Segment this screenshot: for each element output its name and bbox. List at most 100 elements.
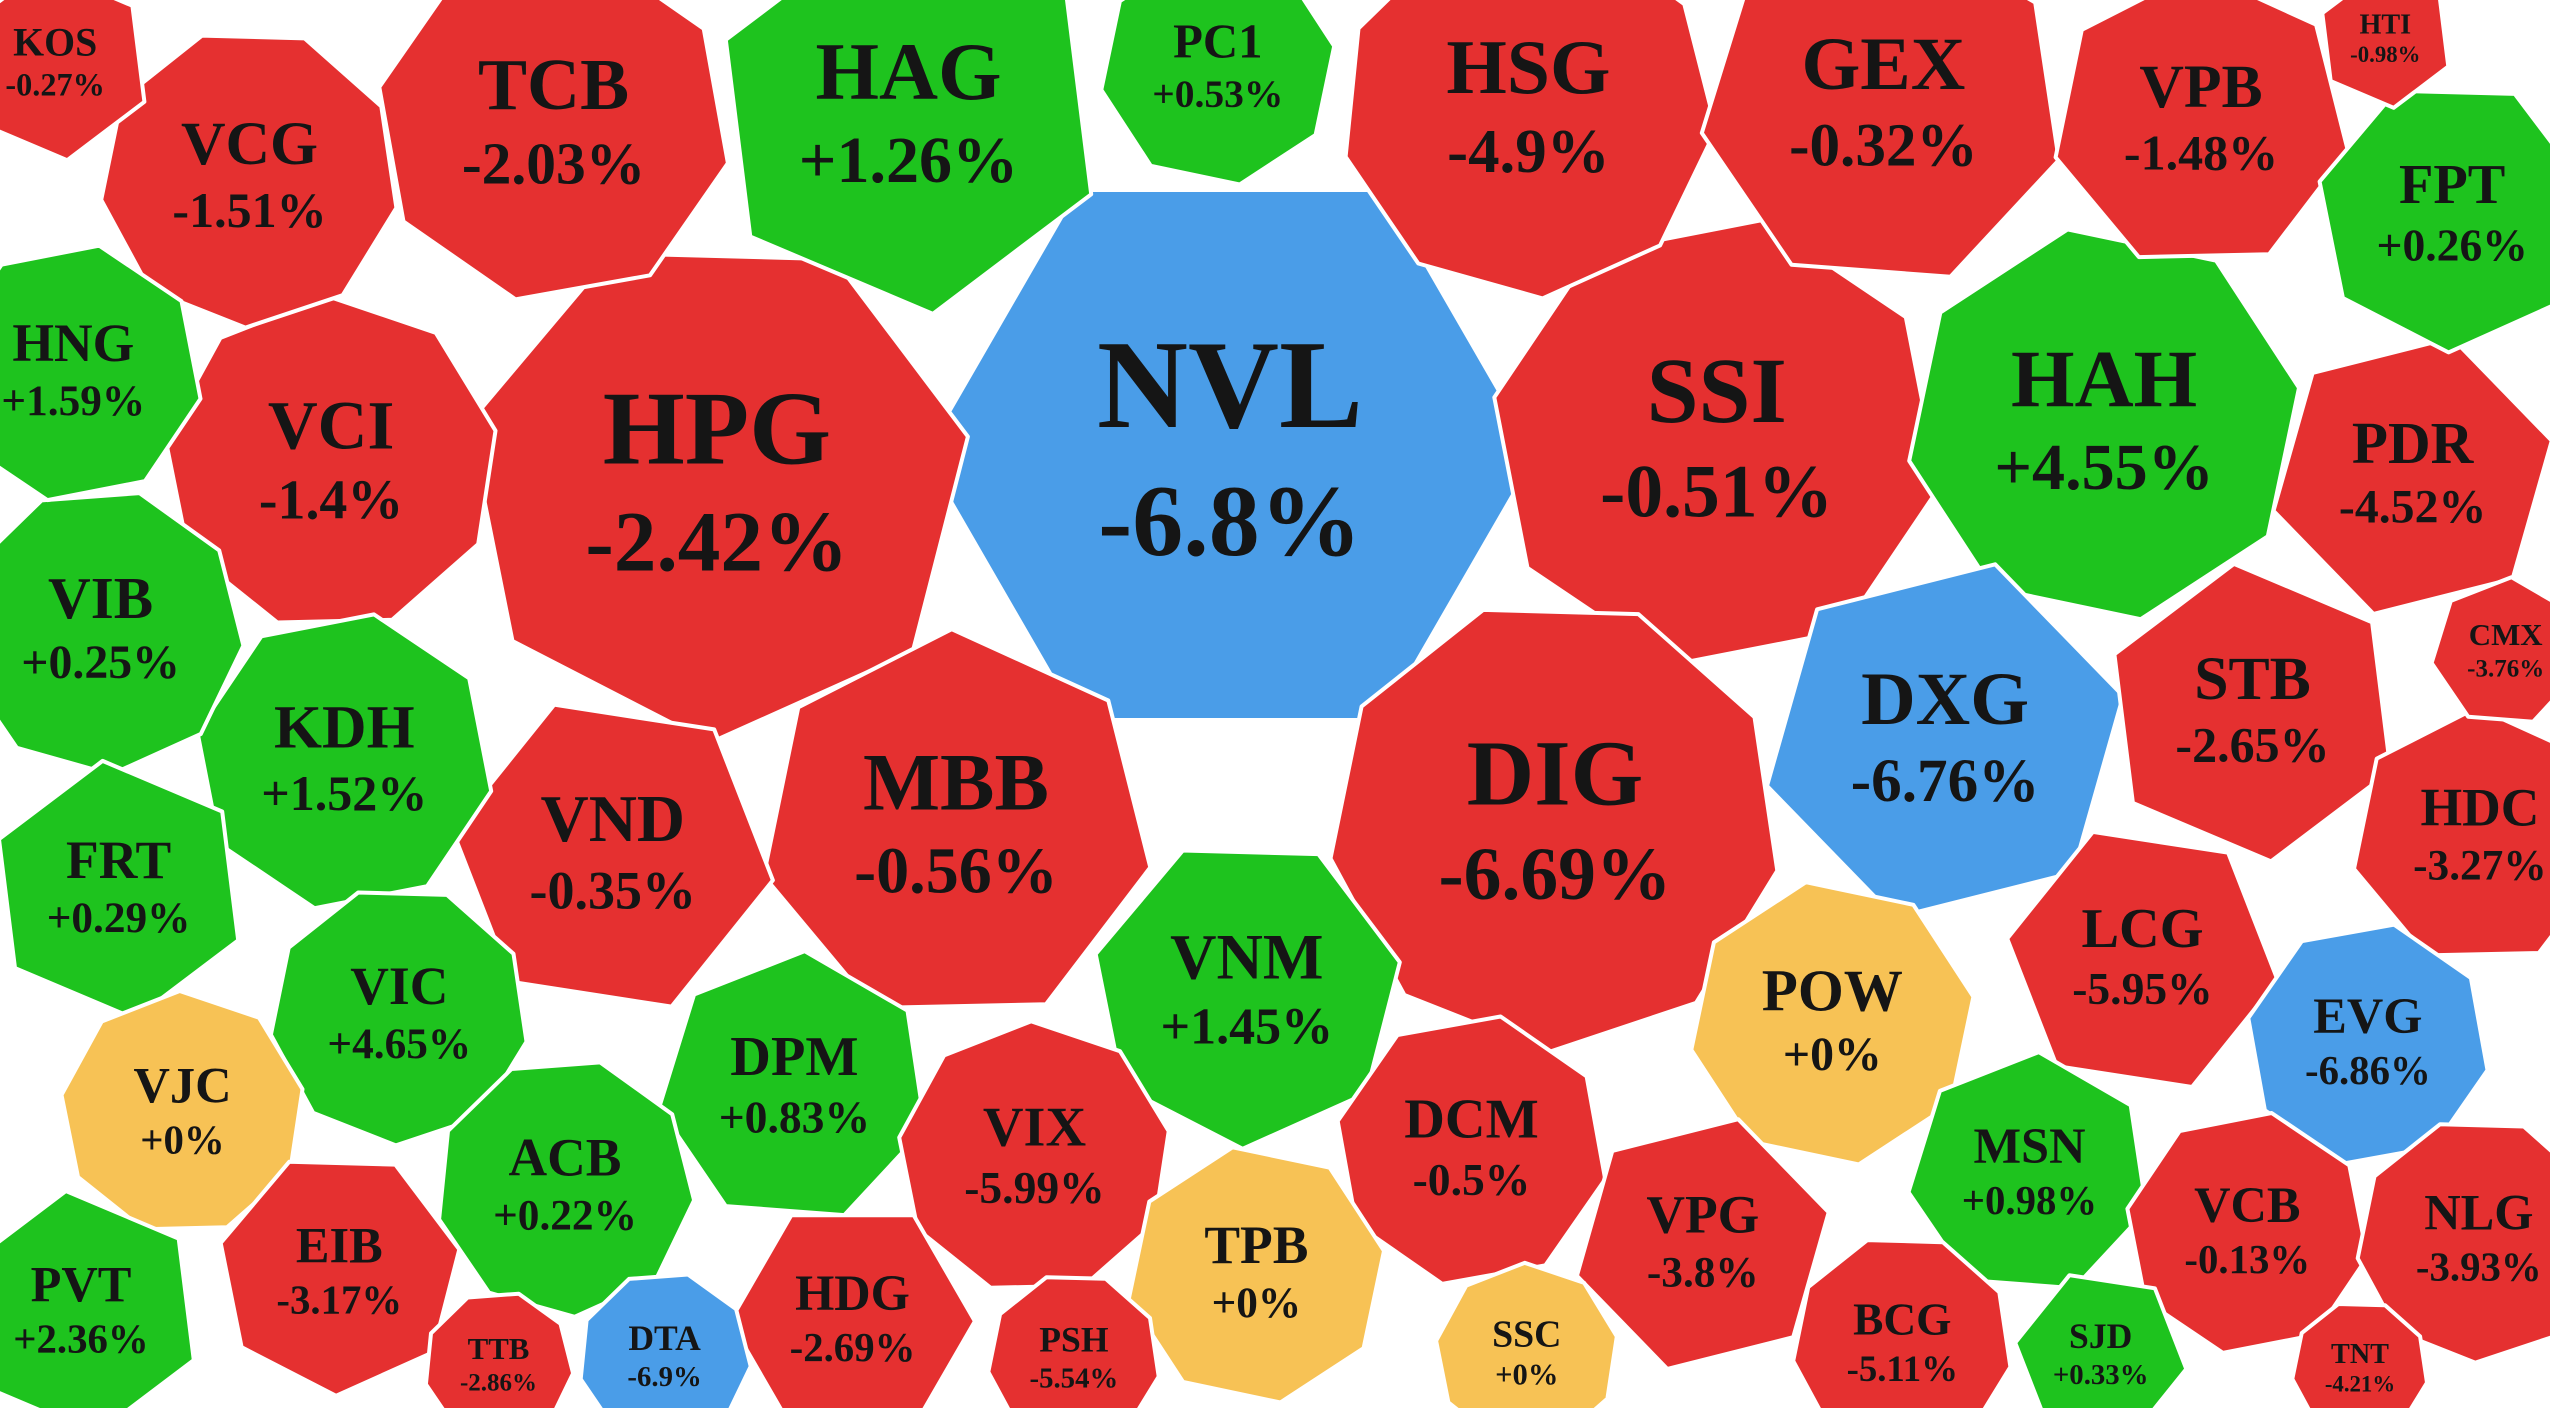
tile-ticker: HAG	[815, 26, 1001, 117]
tile-ssi[interactable]: SSI-0.51%	[1492, 218, 1942, 667]
tile-ticker: HNG	[12, 313, 134, 373]
tile-ticker: PDR	[2352, 410, 2475, 476]
tile-ticker: HDC	[2420, 777, 2539, 837]
tile-kdh[interactable]: KDH+1.52%	[195, 612, 494, 911]
tile-change: -3.8%	[1647, 1248, 1759, 1296]
tile-acb[interactable]: ACB+0.22%	[437, 1060, 697, 1319]
tile-shape	[1343, 0, 1719, 301]
tile-change: +1.59%	[1, 377, 145, 425]
tile-vcg[interactable]: VCG-1.51%	[99, 33, 399, 330]
tile-vnd[interactable]: VND-0.35%	[450, 702, 775, 1009]
tile-shape	[0, 0, 147, 163]
tile-vix[interactable]: VIX-5.99%	[897, 1019, 1171, 1290]
tile-change: -1.51%	[172, 182, 326, 238]
tile-sjd[interactable]: SJD+0.33%	[2013, 1273, 2189, 1408]
tile-tnt[interactable]: TNT-4.21%	[2290, 1302, 2429, 1408]
tile-change: -6.76%	[1851, 747, 2040, 815]
tile-shape	[1689, 880, 1976, 1167]
tile-shape	[1093, 848, 1402, 1151]
tile-vjc[interactable]: VJC+0%	[59, 989, 305, 1232]
tile-vpb[interactable]: VPB-1.48%	[2053, 0, 2350, 260]
tile-fpt[interactable]: FPT+0.26%	[2317, 88, 2550, 355]
tile-vic[interactable]: VIC+4.65%	[268, 890, 529, 1148]
tile-shape	[723, 0, 1094, 316]
tile-pvt[interactable]: PVT+2.36%	[0, 1189, 196, 1408]
tile-pdr[interactable]: PDR-4.52%	[2271, 335, 2550, 616]
tile-shape	[99, 33, 399, 330]
tile-vnm[interactable]: VNM +1.45%	[1093, 848, 1402, 1151]
tile-vib[interactable]: VIB+0.25%	[0, 491, 246, 777]
tile-bcg[interactable]: BCG-5.11%	[1791, 1238, 2013, 1408]
tile-hag[interactable]: HAG+1.26%	[723, 0, 1094, 316]
tile-ticker: HDG	[795, 1265, 910, 1321]
tile-change: +0%	[1495, 1358, 1558, 1392]
tile-eib[interactable]: EIB-3.17%	[218, 1159, 462, 1398]
tile-change: -4.52%	[2339, 481, 2486, 534]
tile-change: -2.86%	[460, 1369, 537, 1396]
tile-change: -2.65%	[2175, 717, 2329, 773]
tile-shape	[0, 243, 203, 503]
tile-change: -3.93%	[2416, 1244, 2542, 1289]
tile-vcb[interactable]: VCB-0.13%	[2125, 1111, 2370, 1355]
tile-hsg[interactable]: HSG-4.9%	[1343, 0, 1719, 301]
tile-change: -1.48%	[2124, 125, 2278, 181]
tile-ticker: NVL	[1097, 316, 1363, 455]
tile-dcm[interactable]: DCM-0.5%	[1335, 1014, 1608, 1286]
tile-ticker: EIB	[296, 1217, 383, 1273]
tile-change: -4.9%	[1447, 116, 1609, 186]
tile-dta[interactable]: DTA-6.9%	[578, 1272, 753, 1408]
tile-hdc[interactable]: HDC -3.27%	[2352, 705, 2550, 958]
tile-shape	[377, 0, 730, 302]
tile-change: +0%	[1212, 1279, 1302, 1327]
tile-mbb[interactable]: MBB-0.56%	[761, 627, 1153, 1010]
tile-change: -5.99%	[964, 1162, 1105, 1213]
tile-evg[interactable]: EVG-6.86%	[2246, 922, 2490, 1166]
tile-cmx[interactable]: CMX -3.76%	[2429, 575, 2550, 724]
tile-ticker: VND	[541, 783, 685, 856]
tile-change: -3.17%	[276, 1277, 402, 1322]
tile-dpm[interactable]: DPM+0.83%	[657, 949, 928, 1218]
tile-shape	[1574, 1117, 1831, 1371]
tile-tcb[interactable]: TCB-2.03%	[377, 0, 730, 302]
tile-shape	[1492, 218, 1942, 667]
tile-change: +2.36%	[13, 1316, 148, 1361]
tile-frt[interactable]: FRT+0.29%	[0, 758, 241, 1021]
tile-vpg[interactable]: VPG-3.8%	[1574, 1117, 1831, 1371]
tile-ticker: PSH	[1039, 1319, 1109, 1359]
tile-ticker: POW	[1762, 957, 1903, 1023]
tile-nlg[interactable]: NLG-3.93%	[2355, 1122, 2550, 1365]
tile-ticker: VCB	[2194, 1177, 2300, 1233]
tile-pc1[interactable]: PC1+0.53%	[1099, 0, 1337, 187]
tile-hti[interactable]: HTI-0.98%	[2320, 0, 2451, 110]
tile-vci[interactable]: VCI-1.4%	[163, 294, 498, 625]
tile-msn[interactable]: MSN+0.98%	[1906, 1050, 2149, 1291]
tile-change: -6.69%	[1438, 833, 1671, 916]
tile-psh[interactable]: PSH -5.54%	[986, 1275, 1161, 1408]
tile-ticker: KOS	[13, 20, 97, 64]
tile-change: -5.54%	[1030, 1363, 1119, 1395]
tile-pow[interactable]: POW+0%	[1689, 880, 1976, 1167]
tile-gex[interactable]: GEX-0.32%	[1699, 0, 2061, 279]
tile-shape	[1126, 1145, 1386, 1405]
tile-ticker: EVG	[2313, 988, 2422, 1044]
tile-change: -0.27%	[5, 67, 105, 103]
tile-kos[interactable]: KOS-0.27%	[0, 0, 147, 163]
tile-shape	[1099, 0, 1337, 187]
tile-stb[interactable]: STB-2.65%	[2112, 561, 2393, 864]
tile-hah[interactable]: HAH+4.55%	[1907, 227, 2301, 622]
tile-shape	[1906, 1050, 2149, 1291]
tile-ticker: HTI	[2359, 10, 2411, 41]
tile-ssc[interactable]: SSC+0%	[1434, 1260, 1619, 1408]
tile-change: -6.8%	[1098, 465, 1361, 578]
tile-tpb[interactable]: TPB+0%	[1126, 1145, 1386, 1405]
tile-change: +1.45%	[1160, 999, 1333, 1056]
tile-hng[interactable]: HNG+1.59%	[0, 243, 203, 503]
tile-ticker: NLG	[2424, 1184, 2533, 1240]
tile-change: -2.03%	[462, 130, 645, 196]
tile-ttb[interactable]: TTB -2.86%	[423, 1291, 576, 1408]
tile-dxg[interactable]: DXG-6.76%	[1765, 562, 2126, 920]
tile-ticker: VJC	[134, 1057, 232, 1113]
tile-dig[interactable]: DIG-6.69%	[1328, 607, 1780, 1054]
tile-change: -3.76%	[2467, 655, 2544, 682]
tile-ticker: HAH	[2011, 333, 2197, 424]
